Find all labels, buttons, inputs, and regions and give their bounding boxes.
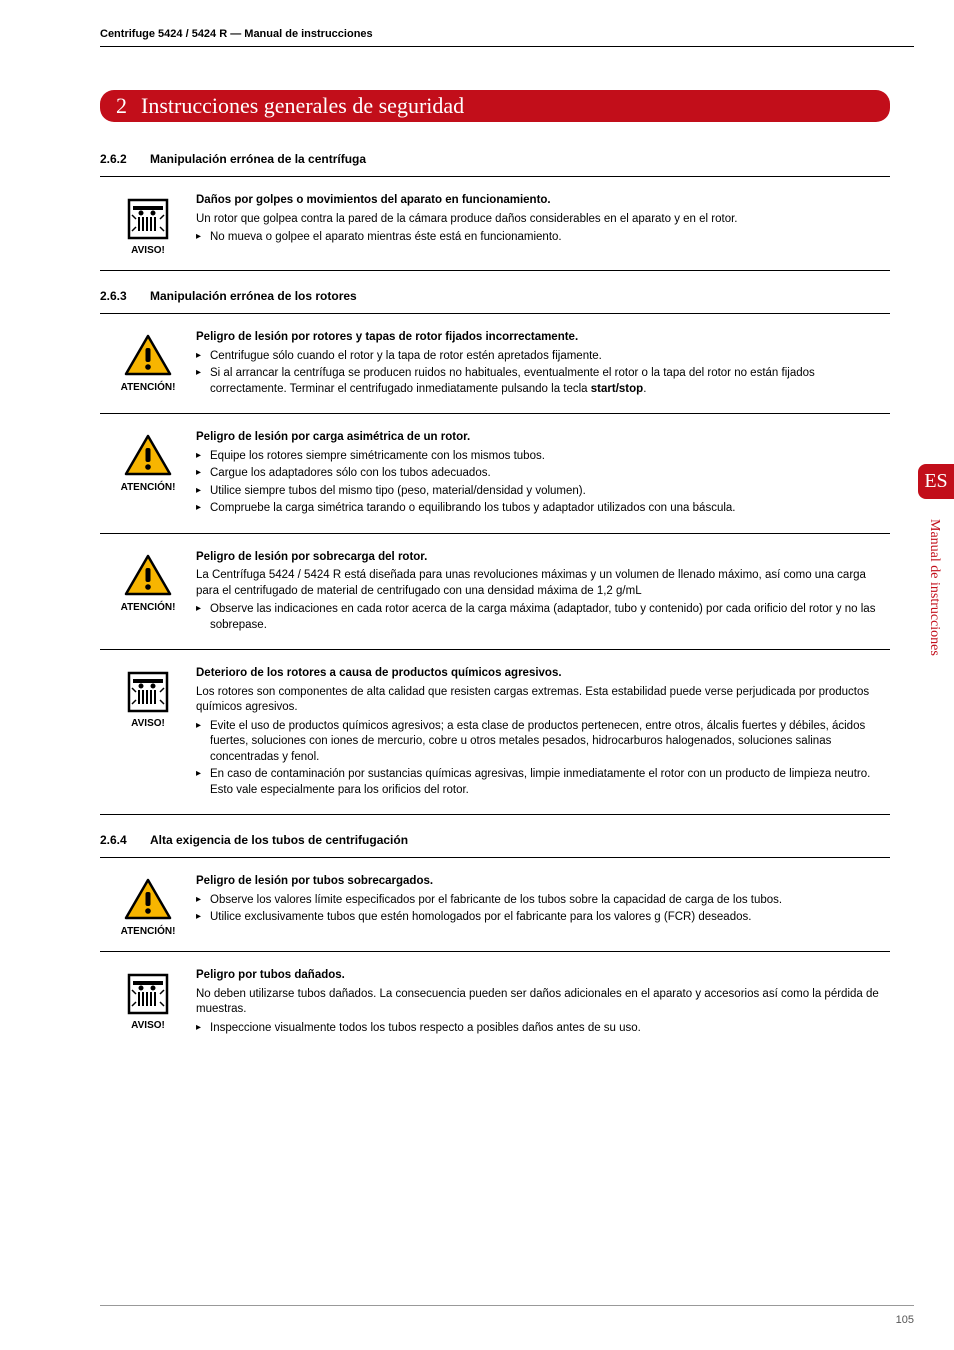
bullet-item: Inspeccione visualmente todos los tubos … [196,1021,890,1037]
chapter-title: Instrucciones generales de seguridad [141,93,464,119]
bullet-item: Observe los valores límite especificados… [196,893,890,909]
block-title: Peligro de lesión por carga asimétrica d… [196,430,890,446]
subsection-title: Manipulación errónea de los rotores [150,289,357,303]
safety-block: ATENCIÓN! Peligro de lesión por rotores y… [100,324,890,407]
side-manual-label: Manual de instrucciones [918,519,942,656]
icon-label: ATENCIÓN! [100,482,196,493]
subsection-heading: 2.6.3Manipulación errónea de los rotores [100,289,890,303]
bullet-list: No mueva o golpee el aparato mientras és… [196,230,890,246]
subsection-number: 2.6.3 [100,289,150,303]
warning-icon [123,554,173,598]
divider [100,270,890,271]
bullet-list: Evite el uso de productos químicos agres… [196,719,890,799]
block-title: Peligro de lesión por tubos sobrecargado… [196,874,890,890]
divider [100,649,890,650]
text-column: Deterioro de los rotores a causa de prod… [196,666,890,800]
text-column: Peligro de lesión por tubos sobrecargado… [196,874,890,928]
safety-block: ATENCIÓN! Peligro de lesión por carga asi… [100,424,890,527]
bullet-item: Equipe los rotores siempre simétricament… [196,449,890,465]
safety-block: ATENCIÓN! Peligro de lesión por tubos sob… [100,868,890,945]
running-header: Centrifuge 5424 / 5424 R — Manual de ins… [100,28,914,40]
icon-column: AVISO! [100,666,196,729]
text-column: Peligro de lesión por sobrecarga del rot… [196,550,890,636]
block-title: Peligro por tubos dañados. [196,968,890,984]
warning-icon [123,334,173,378]
block-paragraph: Un rotor que golpea contra la pared de l… [196,212,890,228]
bullet-list: Inspeccione visualmente todos los tubos … [196,1021,890,1037]
page-content: 2 Instrucciones generales de seguridad 2… [100,90,890,1046]
icon-column: AVISO! [100,968,196,1031]
icon-column: AVISO! [100,193,196,256]
page-number: 105 [896,1314,914,1326]
bullet-item: Compruebe la carga simétrica tarando o e… [196,501,890,517]
bullet-item: En caso de contaminación por sustancias … [196,767,890,798]
text-column: Peligro de lesión por carga asimétrica d… [196,430,890,519]
icon-column: ATENCIÓN! [100,330,196,393]
icon-label: AVISO! [100,1020,196,1031]
block-paragraph: No deben utilizarse tubos dañados. La co… [196,987,890,1018]
bullet-item: Si al arrancar la centrífuga se producen… [196,366,890,397]
icon-column: ATENCIÓN! [100,874,196,937]
divider [100,951,890,952]
warning-icon [123,878,173,922]
subsection-number: 2.6.2 [100,152,150,166]
divider [100,413,890,414]
text-column: Peligro de lesión por rotores y tapas de… [196,330,890,399]
notice-icon [126,670,170,714]
icon-label: AVISO! [100,718,196,729]
notice-icon [126,197,170,241]
header-rule [100,46,914,47]
block-title: Deterioro de los rotores a causa de prod… [196,666,890,682]
chapter-title-bar: 2 Instrucciones generales de seguridad [100,90,890,122]
bullet-item: Observe las indicaciones en cada rotor a… [196,602,890,633]
bullet-item: Utilice siempre tubos del mismo tipo (pe… [196,484,890,500]
bullet-item: No mueva o golpee el aparato mientras és… [196,230,890,246]
divider [100,313,890,314]
bullet-item: Utilice exclusivamente tubos que estén h… [196,910,890,926]
language-badge: ES [918,464,954,499]
subsection-heading: 2.6.2Manipulación errónea de la centrífu… [100,152,890,166]
block-paragraph: La Centrífuga 5424 / 5424 R está diseñad… [196,568,890,599]
divider [100,814,890,815]
subsection-title: Manipulación errónea de la centrífuga [150,152,366,166]
bullet-list: Centrifugue sólo cuando el rotor y la ta… [196,349,890,398]
safety-block: AVISO! Deterioro de los rotores a causa d… [100,660,890,808]
icon-column: ATENCIÓN! [100,430,196,493]
sections-container: 2.6.2Manipulación errónea de la centrífu… [100,152,890,1046]
text-column: Peligro por tubos dañados. No deben utili… [196,968,890,1038]
icon-label: ATENCIÓN! [100,926,196,937]
icon-column: ATENCIÓN! [100,550,196,613]
chapter-number: 2 [116,93,127,119]
icon-label: ATENCIÓN! [100,602,196,613]
block-title: Peligro de lesión por sobrecarga del rot… [196,550,890,566]
subsection-title: Alta exigencia de los tubos de centrifug… [150,833,408,847]
safety-block: AVISO! Peligro por tubos dañados. No deben… [100,962,890,1046]
bullet-item: Evite el uso de productos químicos agres… [196,719,890,766]
divider [100,533,890,534]
bullet-item: Centrifugue sólo cuando el rotor y la ta… [196,349,890,365]
notice-icon [126,972,170,1016]
block-title: Peligro de lesión por rotores y tapas de… [196,330,890,346]
subsection-heading: 2.6.4Alta exigencia de los tubos de cent… [100,833,890,847]
bullet-list: Equipe los rotores siempre simétricament… [196,449,890,517]
bullet-list: Observe los valores límite especificados… [196,893,890,926]
footer-rule [100,1305,914,1306]
bullet-item: Cargue los adaptadores sólo con los tubo… [196,466,890,482]
bullet-list: Observe las indicaciones en cada rotor a… [196,602,890,633]
subsection-number: 2.6.4 [100,833,150,847]
icon-label: ATENCIÓN! [100,382,196,393]
text-column: Daños por golpes o movimientos del apara… [196,193,890,248]
block-title: Daños por golpes o movimientos del apara… [196,193,890,209]
safety-block: ATENCIÓN! Peligro de lesión por sobrecarg… [100,544,890,644]
divider [100,857,890,858]
divider [100,176,890,177]
side-tab: ES Manual de instrucciones [918,464,954,656]
block-paragraph: Los rotores son componentes de alta cali… [196,685,890,716]
safety-block: AVISO! Daños por golpes o movimientos del… [100,187,890,264]
icon-label: AVISO! [100,245,196,256]
warning-icon [123,434,173,478]
